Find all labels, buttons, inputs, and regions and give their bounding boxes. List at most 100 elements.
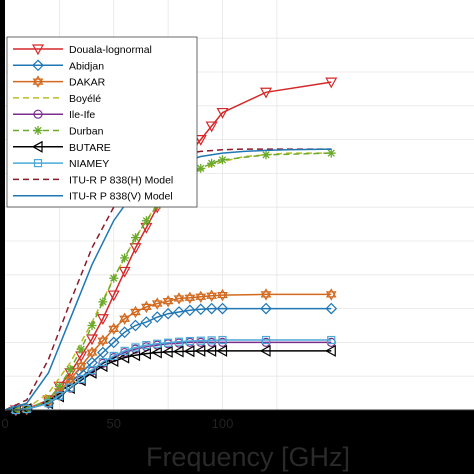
legend-label: BUTARE xyxy=(69,142,111,154)
data-point-douala-lognormal xyxy=(96,314,109,325)
data-point-niamey xyxy=(120,346,129,355)
series-dakar xyxy=(10,288,337,417)
data-point-dakar-part xyxy=(140,300,152,311)
x-tick-label: 0 xyxy=(1,416,8,431)
legend-item-niamey: NIAMEY xyxy=(13,158,109,170)
legend-label: DAKAR xyxy=(69,77,106,89)
data-point-dakar-part xyxy=(151,300,163,310)
data-point-dakar-part xyxy=(75,362,87,373)
data-point-butare xyxy=(205,344,217,357)
data-point-dakar-part xyxy=(260,291,272,301)
data-point-durban-part xyxy=(262,151,270,159)
data-point-abidjan xyxy=(260,302,272,315)
data-point-dakar-part xyxy=(64,376,76,386)
legend-item-durban: Durban xyxy=(13,126,104,138)
data-point-dakar xyxy=(162,294,174,308)
x-tick-label: 50 xyxy=(107,416,121,431)
data-point-dakar xyxy=(260,288,272,301)
data-point-butare xyxy=(259,344,271,357)
data-point-dakar-part xyxy=(86,349,98,359)
data-point-dakar-part xyxy=(86,346,98,356)
legend-item-douala-lognormal: Douala-lognormal xyxy=(13,44,152,56)
data-point-niamey xyxy=(196,336,205,345)
data-point-butare xyxy=(151,346,162,359)
data-point-niamey xyxy=(164,338,173,347)
legend-marker xyxy=(31,140,43,153)
data-point-durban xyxy=(120,253,130,263)
data-point-dakar-part xyxy=(217,291,228,302)
data-point-durban xyxy=(76,344,86,354)
data-point-durban-part xyxy=(110,274,118,282)
data-point-durban-part xyxy=(66,365,74,374)
series-itu-r-p-838-h-model xyxy=(4,148,332,411)
data-point-durban-part xyxy=(142,217,151,225)
data-point-abidjan xyxy=(140,316,153,328)
legend-item-ile-ife: Ile-Ife xyxy=(13,109,95,121)
data-point-butare xyxy=(118,351,130,364)
data-point-niamey xyxy=(77,374,86,384)
data-point-abidjan xyxy=(162,307,174,320)
data-point-durban xyxy=(218,155,227,165)
data-point-abidjan xyxy=(97,346,109,359)
data-point-dakar-part xyxy=(140,303,152,314)
data-point-niamey xyxy=(131,343,140,352)
data-point-dakar-part xyxy=(325,288,337,298)
data-point-dakar xyxy=(195,290,207,303)
data-point-dakar-part xyxy=(64,373,76,383)
legend-marker xyxy=(31,44,45,56)
data-point-dakar-part xyxy=(184,291,196,301)
data-point-niamey xyxy=(174,337,184,346)
data-point-niamey xyxy=(207,336,216,345)
data-point-durban xyxy=(326,148,336,158)
data-point-dakar-part xyxy=(119,312,131,322)
data-point-douala-lognormal xyxy=(107,290,120,302)
data-point-dakar xyxy=(217,288,228,302)
data-point-niamey xyxy=(55,391,64,400)
legend-item-butare: BUTARE xyxy=(13,140,111,154)
data-point-butare xyxy=(172,345,184,358)
legend-marker xyxy=(33,109,43,119)
data-point-dakar xyxy=(325,288,337,301)
data-point-durban xyxy=(54,381,64,391)
data-point-dakar-part xyxy=(217,288,228,299)
data-point-douala-lognormal xyxy=(259,87,273,99)
data-point-butare xyxy=(194,344,206,357)
legend-marker xyxy=(33,126,43,135)
data-point-durban-part xyxy=(197,164,205,172)
data-point-durban-part xyxy=(218,156,227,164)
legend-marker-part xyxy=(32,78,44,88)
legend-label: Douala-lognormal xyxy=(69,44,152,56)
data-point-durban-part xyxy=(77,345,85,353)
data-point-dakar-part xyxy=(195,290,207,300)
legend-marker xyxy=(33,159,43,168)
data-point-niamey xyxy=(153,339,162,348)
data-point-niamey xyxy=(142,341,151,350)
legend-item-itu-r-p-838-h-model: ITU-R P 838(H) Model xyxy=(13,174,173,186)
data-point-durban-part xyxy=(207,159,216,167)
legend-marker-part xyxy=(34,126,42,135)
data-point-abidjan xyxy=(118,326,131,339)
data-point-durban xyxy=(131,233,140,243)
data-point-douala-lognormal xyxy=(216,107,229,119)
legend-label: Ile-Ife xyxy=(69,109,95,121)
x-tick-label: 100 xyxy=(212,416,234,431)
data-point-abidjan xyxy=(205,302,218,315)
data-point-niamey xyxy=(185,336,194,346)
series-line-itu-r-p-838-h-model xyxy=(4,148,332,411)
series-niamey xyxy=(11,335,336,415)
data-point-dakar-part xyxy=(195,293,207,303)
legend-item-abidjan: Abidjan xyxy=(13,59,104,72)
data-point-dakar xyxy=(75,359,87,373)
data-point-dakar xyxy=(86,346,98,359)
data-point-durban xyxy=(207,158,217,168)
x-tick-labels: 0 50 100 xyxy=(1,416,233,431)
series-line-durban xyxy=(15,152,332,411)
data-point-butare xyxy=(140,347,151,360)
legend-marker xyxy=(32,59,44,72)
data-point-durban-part xyxy=(120,254,129,262)
legend-item-dakar: DAKAR xyxy=(13,75,106,89)
legend-label: Boyélé xyxy=(69,93,101,105)
data-point-dakar-part xyxy=(162,294,174,305)
data-point-dakar xyxy=(140,300,152,314)
data-point-dakar-part xyxy=(97,337,109,347)
